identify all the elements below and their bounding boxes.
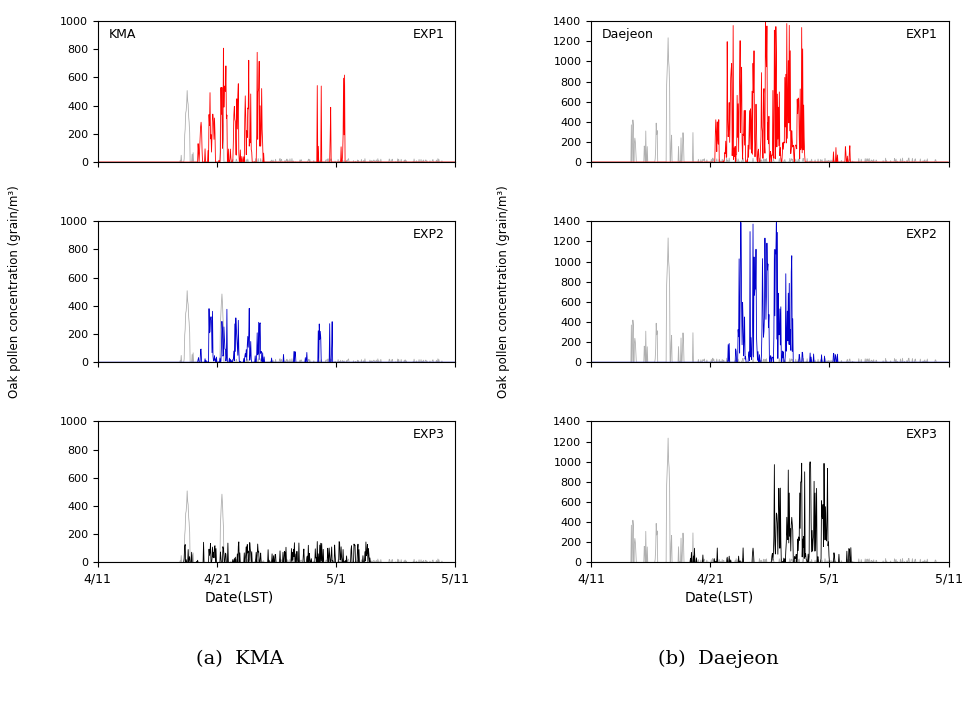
Text: Daejeon: Daejeon xyxy=(601,28,653,41)
Text: (b)  Daejeon: (b) Daejeon xyxy=(658,650,779,669)
Text: Oak pollen concentration (grain/m³): Oak pollen concentration (grain/m³) xyxy=(8,186,21,398)
Text: EXP3: EXP3 xyxy=(412,429,445,441)
Text: (a)  KMA: (a) KMA xyxy=(195,650,283,669)
Text: EXP2: EXP2 xyxy=(412,228,445,241)
Text: KMA: KMA xyxy=(108,28,136,41)
Text: EXP1: EXP1 xyxy=(905,28,937,41)
Text: EXP2: EXP2 xyxy=(905,228,937,241)
Text: EXP1: EXP1 xyxy=(412,28,445,41)
Text: Date(LST): Date(LST) xyxy=(205,590,274,604)
Text: Oak pollen concentration (grain/m³): Oak pollen concentration (grain/m³) xyxy=(496,186,510,398)
Text: EXP3: EXP3 xyxy=(905,429,937,441)
Text: Date(LST): Date(LST) xyxy=(684,590,752,604)
